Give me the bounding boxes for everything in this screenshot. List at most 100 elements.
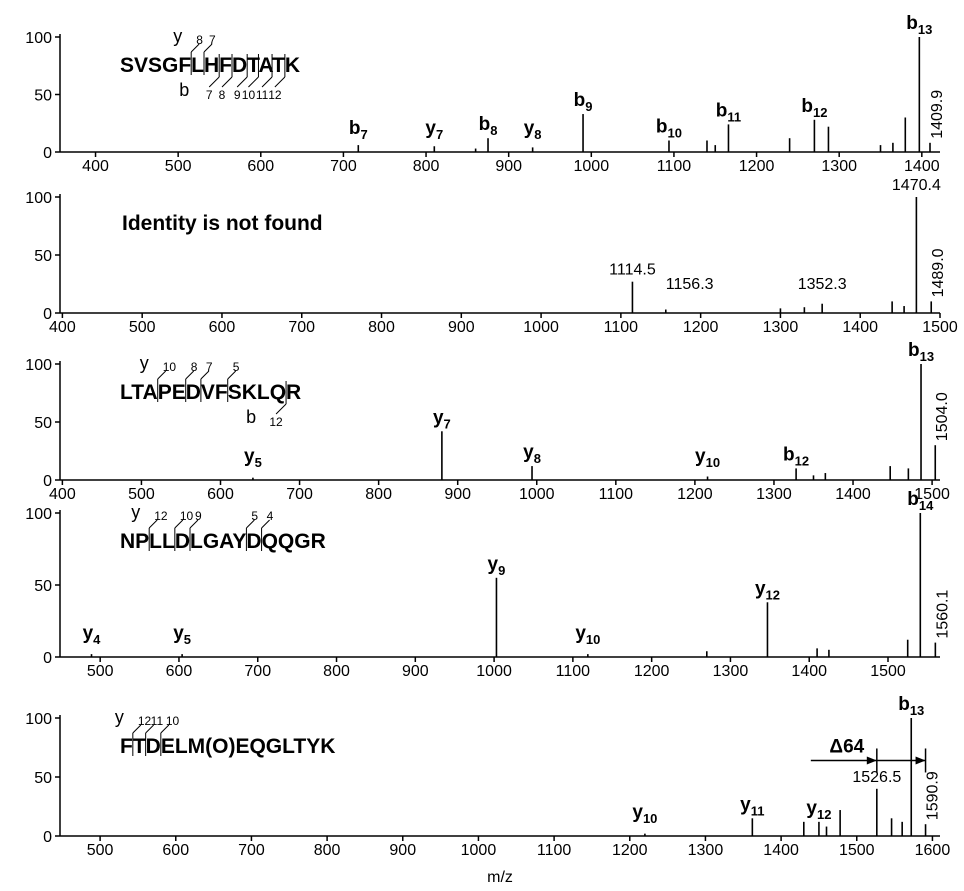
b-letter: b — [246, 407, 256, 427]
x-tick-label: 1300 — [821, 158, 857, 175]
ion-letter: b — [801, 96, 813, 117]
y-tick-label: 0 — [43, 306, 52, 323]
x-tick-label: 400 — [49, 486, 76, 503]
panel: 0 50 100 400 500 600 700 800 900 1000 1100 1200 1300… — [25, 340, 951, 503]
ion-letter: b — [479, 114, 491, 135]
y-cleavage — [246, 519, 255, 529]
ion-label: b12 — [801, 96, 827, 120]
x-tick-label: 1100 — [599, 486, 634, 503]
x-tick-label: 1100 — [604, 319, 639, 336]
ion-label: b9 — [574, 90, 593, 114]
y-cleavage — [145, 724, 155, 734]
delta-arrow — [915, 756, 926, 765]
ion-number: 10 — [643, 811, 657, 826]
y-ion-number: 7 — [209, 33, 216, 47]
ion-number: 13 — [920, 349, 934, 364]
panel: 0 50 100 400 500 600 700 800 900 1000 1100 1200 1300… — [25, 177, 958, 336]
y-cleavage — [261, 519, 270, 529]
x-tick-label: 1300 — [756, 486, 792, 503]
mass-label: 1352.3 — [798, 276, 847, 293]
y-tick-label: 100 — [25, 711, 52, 728]
b-cleavage — [274, 76, 286, 88]
x-tick-label: 1500 — [922, 319, 958, 336]
ion-letter: b — [716, 100, 728, 121]
ion-letter: b — [783, 444, 795, 465]
y-letter: y — [173, 26, 182, 46]
y-ion-number: 12 — [154, 509, 168, 523]
x-tick-label: 800 — [323, 663, 350, 680]
b-ion-number: 12 — [269, 415, 283, 429]
ion-letter: b — [907, 489, 919, 510]
peptide-sequence: SVSGFLHFDTATK — [120, 54, 300, 77]
ion-letter: y — [695, 446, 706, 467]
ion-label: b13 — [898, 694, 924, 718]
ion-number: 10 — [668, 126, 682, 141]
mass-label: 1526.5 — [852, 769, 901, 786]
x-tick-label: 1300 — [763, 319, 799, 336]
ion-letter: b — [906, 13, 918, 34]
ion-number: 7 — [360, 127, 367, 142]
y-ion-number: 5 — [233, 360, 240, 374]
ion-label: y8 — [523, 442, 541, 466]
y-ion-number: 10 — [163, 360, 177, 374]
b-ion-number: 11 — [256, 88, 269, 102]
ion-label: y12 — [806, 798, 831, 822]
b-cleavage — [221, 76, 233, 88]
y-ion-number: 12 — [138, 714, 152, 728]
x-tick-label: 1100 — [657, 158, 692, 175]
ion-letter: y — [173, 623, 184, 644]
x-tick-label: 700 — [244, 663, 271, 680]
x-tick-label: 700 — [238, 842, 265, 859]
y-ion-number: 11 — [151, 714, 164, 728]
ion-number: 13 — [910, 703, 924, 718]
ion-number: 12 — [766, 587, 780, 602]
x-tick-label: 1200 — [739, 158, 775, 175]
y-tick-label: 100 — [25, 357, 52, 374]
ion-number: 10 — [586, 632, 600, 647]
ion-letter: y — [244, 446, 255, 467]
ion-letter: y — [425, 118, 436, 139]
ion-label: y4 — [83, 623, 102, 647]
y-tick-label: 100 — [25, 30, 52, 47]
y-ion-number: 8 — [196, 33, 203, 47]
ion-number: 5 — [255, 455, 262, 470]
mass-label: 1560.1 — [934, 590, 951, 639]
x-tick-label: 1100 — [537, 842, 572, 859]
x-tick-label: 800 — [413, 158, 440, 175]
ion-number: 12 — [813, 105, 827, 120]
y-ion-number: 10 — [166, 714, 180, 728]
x-tick-label: 700 — [288, 319, 315, 336]
y-cleavage — [174, 519, 184, 529]
mass-label: 1114.5 — [609, 262, 656, 279]
peptide-sequence: LTAPEDVFSKLQR — [120, 381, 301, 404]
x-tick-label: 700 — [286, 486, 313, 503]
ion-number: 12 — [817, 807, 831, 822]
x-tick-label: 1000 — [519, 486, 555, 503]
ion-number: 5 — [184, 632, 191, 647]
y-cleavage — [185, 370, 195, 380]
x-tick-label: 1000 — [476, 663, 512, 680]
peptide-sequence: NPLLDLGAYDQQGR — [120, 530, 326, 553]
ion-letter: y — [575, 623, 586, 644]
y-tick-label: 50 — [34, 88, 52, 105]
x-tick-label: 500 — [128, 486, 155, 503]
ion-letter: y — [740, 794, 751, 815]
b-letter: b — [179, 80, 189, 100]
note: Identity is not found — [122, 212, 323, 235]
x-tick-label: 1000 — [461, 842, 497, 859]
y-tick-label: 50 — [34, 415, 52, 432]
y-cleavage — [203, 43, 213, 53]
x-tick-label: 1000 — [523, 319, 559, 336]
ion-label: y12 — [755, 578, 780, 602]
mass-label: 1156.3 — [666, 276, 714, 293]
ion-label: y10 — [632, 802, 657, 826]
x-tick-label: 900 — [389, 842, 416, 859]
x-tick-label: 600 — [162, 842, 189, 859]
ion-label: b14 — [907, 489, 934, 513]
ion-letter: b — [656, 117, 668, 138]
ion-number: 8 — [534, 127, 541, 142]
ion-number: 4 — [93, 632, 101, 647]
x-tick-label: 700 — [330, 158, 357, 175]
x-tick-label: 1500 — [914, 486, 950, 503]
y-tick-label: 100 — [25, 190, 52, 207]
